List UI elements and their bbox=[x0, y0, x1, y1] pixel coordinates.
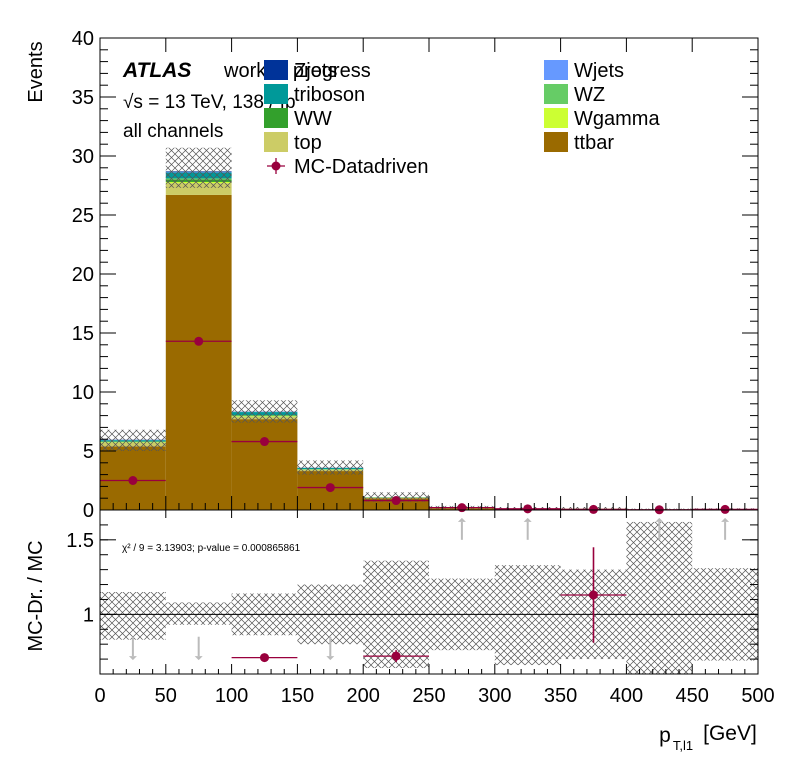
ratio-arrow-bin-1 bbox=[194, 636, 203, 661]
mc-dd-point-bin-9 bbox=[720, 504, 730, 514]
x-tick-label-0: 0 bbox=[94, 685, 105, 707]
legend-entry-triboson: triboson bbox=[264, 84, 365, 106]
mc-dd-point-bin-3 bbox=[325, 483, 335, 493]
channel-label: all channels bbox=[123, 121, 223, 142]
y-tick-label-35: 35 bbox=[72, 87, 94, 109]
legend-label-top: top bbox=[294, 132, 322, 154]
x-axis-label-subscript: T,l1 bbox=[673, 738, 693, 753]
x-tick-label-400: 400 bbox=[610, 685, 643, 707]
ratio-y-axis-label: MC-Dr. / MC bbox=[25, 540, 47, 651]
x-axis-label-p: p bbox=[659, 724, 671, 747]
main-band-bin-0 bbox=[100, 429, 166, 451]
mc-dd-point-bin-1 bbox=[194, 336, 204, 346]
y-tick-label-15: 15 bbox=[72, 323, 94, 345]
legend-entry-Wjets: Wjets bbox=[544, 60, 624, 82]
ratio-band-bin-6 bbox=[494, 565, 561, 666]
mc-dd-point-bin-2 bbox=[260, 437, 269, 447]
x-tick-label-450: 450 bbox=[676, 685, 709, 707]
energy-label: √s = 13 TeV, 138 / fb bbox=[123, 92, 296, 113]
y-tick-label-30: 30 bbox=[72, 146, 94, 168]
mc-dd-point-bin-7 bbox=[589, 504, 598, 514]
ratio-y-tick-label-1: 1 bbox=[83, 604, 94, 626]
y-tick-label-5: 5 bbox=[83, 441, 94, 463]
x-tick-label-500: 500 bbox=[741, 685, 774, 707]
legend-entry-Wgamma: Wgamma bbox=[544, 108, 660, 130]
bar-ttbar-bin-1 bbox=[165, 194, 232, 510]
ratio-arrow-bin-0 bbox=[128, 636, 137, 661]
main-band-bin-3 bbox=[297, 460, 364, 475]
y-axis-label: Events bbox=[25, 41, 47, 102]
axes-ticks: 0 50 100 150 200 250 300 350 400 450 500 0 5 10 15 20 25… bbox=[66, 28, 775, 707]
ratio-band-bin-8 bbox=[626, 521, 693, 674]
legend-label-MC-Datadriven: MC-Datadriven bbox=[294, 156, 428, 178]
ratio-point-bin-4 bbox=[391, 651, 401, 661]
mc-dd-point-bin-4 bbox=[391, 496, 401, 506]
ratio-arrow-bin-3 bbox=[326, 636, 335, 661]
ratio-points bbox=[231, 547, 627, 663]
ratio-point-bin-2 bbox=[260, 653, 269, 663]
ratio-arrow-bin-6 bbox=[523, 517, 532, 540]
legend-label-Zjets: Zjets bbox=[294, 60, 337, 82]
y-tick-label-25: 25 bbox=[72, 205, 94, 227]
y-tick-label-40: 40 bbox=[72, 28, 94, 50]
x-tick-label-250: 250 bbox=[412, 685, 445, 707]
ratio-band-bin-0 bbox=[100, 592, 166, 640]
ratio-point-bin-7 bbox=[589, 590, 598, 600]
main-band-bin-2 bbox=[231, 400, 298, 423]
bar-top-bin-1 bbox=[165, 183, 232, 195]
chi2-text: χ² / 9 = 3.13903; p-value = 0.000865861 bbox=[122, 543, 301, 554]
x-axis-label-unit: [GeV] bbox=[703, 722, 757, 745]
legend-entry-Zjets: Zjets bbox=[264, 60, 337, 82]
mc-dd-point-bin-0 bbox=[128, 476, 138, 485]
mc-dd-point-bin-5 bbox=[457, 503, 467, 513]
bar-ttbar-bin-2 bbox=[231, 419, 298, 510]
mc-dd-point-bin-6 bbox=[523, 504, 533, 514]
ratio-arrow-bin-5 bbox=[457, 517, 466, 540]
ratio-y-tick-label-1.5: 1.5 bbox=[66, 530, 94, 552]
ratio-out-of-range-arrows bbox=[128, 517, 730, 661]
ratio-arrow-bin-9 bbox=[721, 517, 730, 540]
atlas-label: ATLAS bbox=[122, 59, 191, 82]
legend-entry-WW: WW bbox=[264, 108, 332, 130]
legend-label-WZ: WZ bbox=[574, 84, 605, 106]
legend-label-Wjets: Wjets bbox=[574, 60, 624, 82]
x-tick-label-150: 150 bbox=[281, 685, 314, 707]
x-tick-label-200: 200 bbox=[347, 685, 380, 707]
legend-entry-WZ: WZ bbox=[544, 84, 605, 106]
legend-label-WW: WW bbox=[294, 108, 332, 130]
ratio-band-bin-1 bbox=[165, 602, 232, 625]
atlas-status: work in progress bbox=[223, 60, 371, 82]
legend-entry-MC-Datadriven: MC-Datadriven bbox=[267, 156, 428, 178]
legend-label-ttbar: ttbar bbox=[574, 132, 614, 154]
main-uncertainty-band bbox=[100, 147, 758, 510]
x-tick-label-50: 50 bbox=[155, 685, 177, 707]
main-mc-datadriven-points bbox=[100, 336, 758, 515]
legend-label-triboson: triboson bbox=[294, 84, 365, 106]
x-tick-label-350: 350 bbox=[544, 685, 577, 707]
y-tick-label-10: 10 bbox=[72, 382, 94, 404]
main-band-bin-1 bbox=[165, 147, 232, 188]
x-tick-label-300: 300 bbox=[478, 685, 511, 707]
legend-label-Wgamma: Wgamma bbox=[574, 108, 660, 130]
y-tick-label-0: 0 bbox=[83, 500, 94, 522]
ratio-arrow-bin-8 bbox=[655, 517, 664, 540]
y-tick-label-20: 20 bbox=[72, 264, 94, 286]
legend-entry-ttbar: ttbar bbox=[544, 132, 614, 154]
x-tick-label-100: 100 bbox=[215, 685, 248, 707]
legend-entry-top: top bbox=[264, 132, 322, 154]
